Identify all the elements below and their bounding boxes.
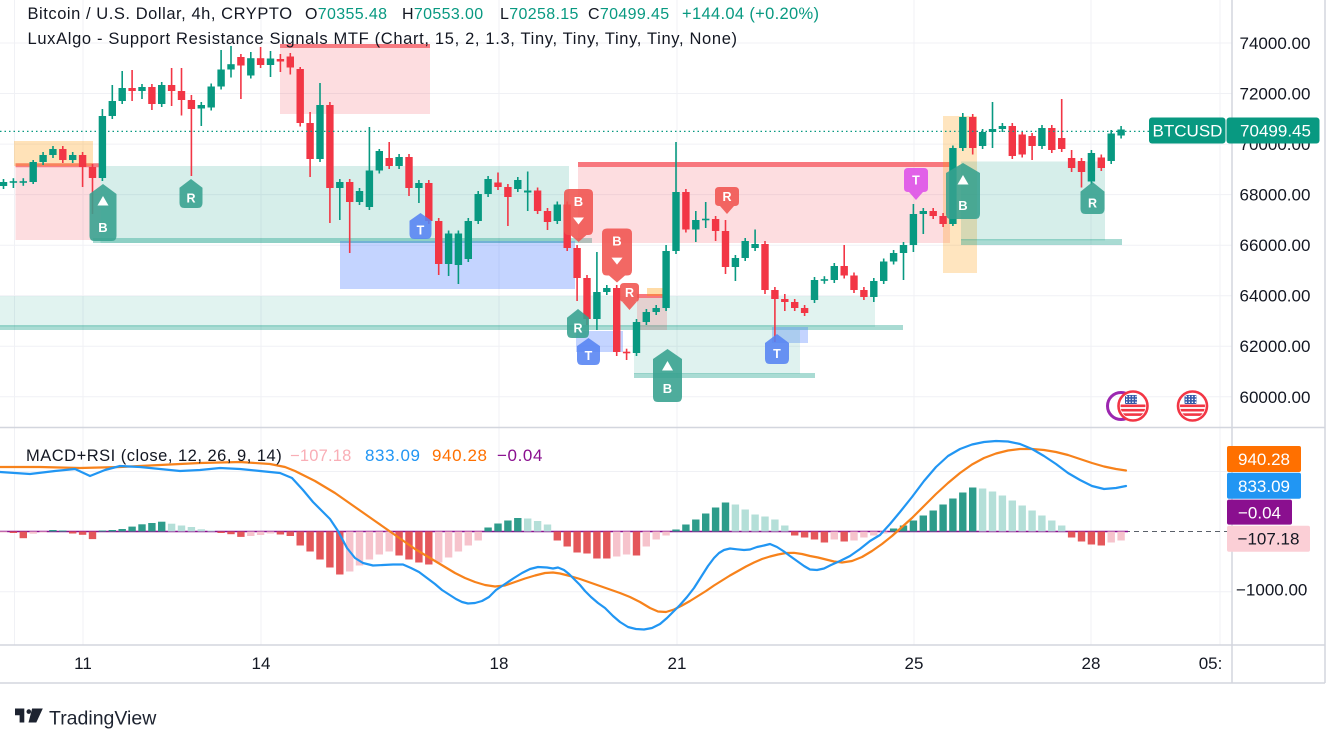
svg-text:LuxAlgo - Support Resistance S: LuxAlgo - Support Resistance Signals MTF… [28,30,738,48]
svg-text:70499.45: 70499.45 [1240,122,1311,141]
svg-text:R: R [573,321,582,335]
svg-text:T: T [912,174,920,188]
svg-text:60000.00: 60000.00 [1240,388,1311,407]
svg-text:18: 18 [490,654,509,673]
svg-text:11: 11 [74,654,92,673]
svg-text:72000.00: 72000.00 [1240,85,1311,104]
svg-text:B: B [574,194,583,209]
svg-text:T: T [417,223,425,237]
svg-text:H70553.00: H70553.00 [402,6,483,23]
svg-text:R: R [1088,196,1097,210]
svg-text:940.28: 940.28 [1238,450,1290,469]
svg-text:MACD+RSI (close, 12, 26, 9, 14: MACD+RSI (close, 12, 26, 9, 14) [26,447,282,465]
svg-text:05:00: 05:00 [1199,654,1242,673]
svg-text:T: T [585,349,593,363]
svg-text:B: B [612,234,621,249]
svg-text:66000.00: 66000.00 [1240,236,1311,255]
svg-text:−1000.00: −1000.00 [1236,581,1307,600]
svg-text:−0.04: −0.04 [1238,504,1281,523]
svg-text:833.09: 833.09 [1238,477,1290,496]
svg-text:25: 25 [905,654,924,673]
svg-text:TradingView: TradingView [49,708,157,730]
svg-text:R: R [722,190,731,204]
svg-text:Bitcoin / U.S. Dollar, 4h, CRY: Bitcoin / U.S. Dollar, 4h, CRYPTO [28,5,293,23]
svg-text:64000.00: 64000.00 [1240,287,1311,306]
svg-text:R: R [625,286,634,300]
svg-text:BTCUSD: BTCUSD [1153,122,1223,141]
svg-text:21: 21 [668,654,687,673]
svg-text:−107.18: −107.18 [290,447,352,465]
svg-text:B: B [663,381,672,396]
svg-text:C70499.45: C70499.45 [588,6,669,23]
svg-text:14: 14 [252,654,271,673]
svg-text:940.28: 940.28 [432,446,488,465]
svg-text:74000.00: 74000.00 [1240,34,1311,53]
svg-text:R: R [186,191,195,205]
svg-text:B: B [958,198,967,213]
svg-text:68000.00: 68000.00 [1240,186,1311,205]
svg-text:28: 28 [1082,654,1101,673]
svg-text:62000.00: 62000.00 [1240,337,1311,356]
svg-text:833.09: 833.09 [365,446,421,465]
svg-text:L70258.15: L70258.15 [500,6,579,23]
svg-text:−0.04: −0.04 [497,446,543,465]
svg-text:−107.18: −107.18 [1238,530,1300,549]
svg-text:O70355.48: O70355.48 [305,6,387,23]
svg-text:+144.04 (+0.20%): +144.04 (+0.20%) [682,5,819,23]
svg-text:T: T [773,347,781,361]
svg-text:B: B [98,220,107,235]
